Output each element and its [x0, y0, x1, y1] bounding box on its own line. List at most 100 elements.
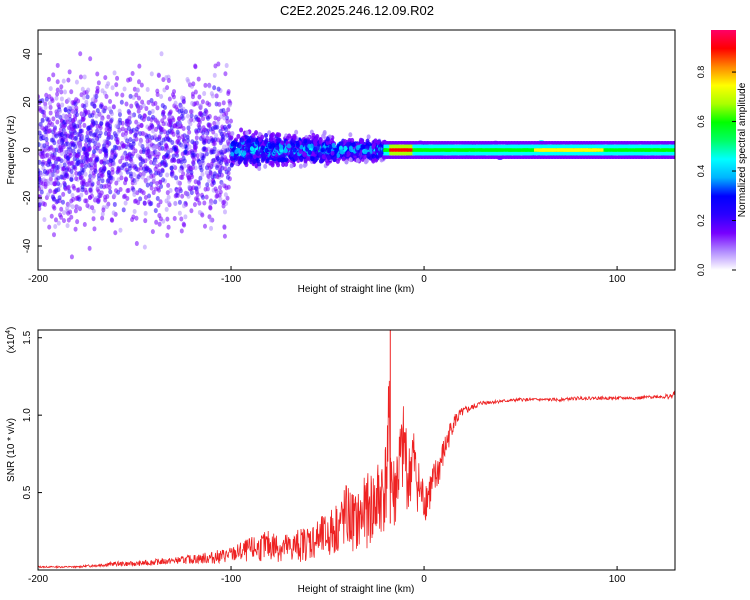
spectrogram-cell	[330, 150, 335, 156]
spectrogram-y-label: Frequency (Hz)	[6, 116, 17, 185]
spectrogram-cell	[154, 163, 159, 169]
spectrogram-cell	[339, 149, 344, 155]
spectrogram-cell	[150, 124, 155, 130]
spectrogram-cell	[318, 158, 323, 164]
spectrogram-cell	[147, 193, 152, 199]
spectrogram-cell	[107, 185, 112, 191]
spectrogram-cell	[89, 193, 94, 199]
spectrogram-cell	[114, 91, 119, 97]
spectrogram-cell	[110, 85, 115, 91]
spectrogram-cell	[48, 188, 53, 194]
spectrogram-cell	[190, 150, 195, 156]
spectrogram-cell	[103, 194, 108, 200]
spectrogram-x-label: Height of straight line (km)	[298, 284, 415, 295]
spectrogram-cell	[85, 94, 90, 100]
spectrogram-cell	[242, 150, 247, 156]
spectrogram-cell	[181, 171, 186, 177]
spectrogram-cell	[69, 254, 74, 260]
spectrogram-cell	[193, 64, 198, 70]
spectrogram-cell	[55, 112, 60, 118]
spectrogram-cell	[208, 205, 213, 211]
spectrogram-cell	[275, 132, 280, 138]
spectrogram-cell	[151, 128, 156, 134]
spectrogram-cell	[181, 144, 186, 150]
spectrogram-cell	[131, 141, 136, 147]
spectrogram-cell	[162, 114, 167, 120]
spectrogram-y-tick-label: 0	[22, 147, 33, 153]
spectrogram-cell	[149, 181, 154, 187]
spectrogram-cell	[351, 142, 356, 148]
spectrogram-cell	[205, 100, 210, 106]
spectrogram-cell	[82, 222, 87, 228]
spectrogram-cell	[78, 128, 83, 134]
spectrogram-cell	[200, 171, 205, 177]
spectrogram-cell	[222, 124, 227, 130]
spectrogram-cell	[165, 85, 170, 91]
spectrogram-cell	[142, 147, 147, 153]
spectrogram-cell	[182, 203, 187, 209]
spectrogram-cell	[140, 99, 145, 105]
spectrogram-cell	[104, 93, 109, 99]
spectrogram-cell	[110, 217, 115, 223]
spectrogram-cell	[97, 112, 102, 118]
spectrogram-cell	[215, 174, 220, 180]
spectrogram-cell	[276, 162, 281, 168]
snr-multiplier-suffix: )	[6, 327, 17, 330]
spectrogram-cell	[234, 141, 239, 147]
spectrogram-cell	[299, 156, 304, 162]
spectrogram-cell	[348, 157, 353, 163]
spectrogram-cell	[321, 154, 326, 160]
spectrogram-cell	[203, 82, 208, 88]
snr-x-tick-label: 100	[609, 574, 626, 585]
spectrogram-cell	[179, 104, 184, 110]
spectrogram-cell	[198, 103, 203, 109]
spectrogram-cell	[102, 160, 107, 166]
spectrogram-cell	[95, 156, 100, 162]
spectrogram-cell	[43, 129, 48, 135]
spectrogram-cell	[51, 72, 56, 78]
spectrogram-cell	[180, 134, 185, 140]
spectrogram-cell	[136, 95, 141, 101]
spectrogram-cell	[44, 160, 49, 166]
spectrogram-cell	[225, 174, 230, 180]
spectrogram-cell	[279, 144, 284, 150]
spectrogram-cell	[205, 186, 210, 192]
spectrogram-cell	[66, 210, 71, 216]
spectrogram-cell	[107, 127, 112, 133]
snr-plot: -200 -100 0 100 0.51.01.5 Height of straigh…	[5, 327, 676, 595]
spectrogram-cell	[174, 175, 179, 181]
spectrogram-cell	[70, 100, 75, 106]
spectrogram-cell	[48, 120, 53, 126]
spectrogram-cell	[275, 145, 280, 151]
spectrogram-cell	[362, 154, 367, 160]
colorbar-tick-label: 0.2	[696, 214, 706, 227]
spectrogram-cell	[143, 194, 148, 200]
spectrogram-cell	[331, 142, 336, 148]
spectrogram-cell	[349, 146, 354, 152]
spectrogram-cell	[95, 184, 100, 190]
spectrogram-cell	[121, 143, 126, 149]
spectrogram-cell	[166, 149, 171, 155]
spectrogram-cell	[52, 127, 57, 133]
spectrogram-cell	[222, 209, 227, 215]
spectrogram-cell	[114, 123, 119, 129]
spectrogram-cell	[260, 145, 265, 151]
spectrogram-cell	[318, 151, 323, 157]
spectrogram-cell	[190, 94, 195, 100]
spectrogram-cell	[111, 161, 116, 167]
spectrogram-cell	[49, 213, 54, 219]
spectrogram-cell	[327, 148, 332, 154]
spectrogram-cell	[109, 153, 114, 159]
spectrogram-cell	[60, 166, 65, 172]
spectrogram-cell	[67, 148, 72, 154]
spectrogram-cell	[257, 166, 262, 172]
spectrogram-cell	[178, 167, 183, 173]
spectrogram-cell	[169, 165, 174, 171]
spectrogram-cell	[179, 228, 184, 234]
spectrogram-cell	[225, 118, 230, 124]
spectrogram-cell	[221, 100, 226, 106]
spectrogram-cell	[134, 126, 139, 132]
spectrogram-cell	[90, 205, 95, 211]
spectrogram-cell	[114, 82, 119, 88]
spectrogram-cell	[149, 71, 154, 77]
